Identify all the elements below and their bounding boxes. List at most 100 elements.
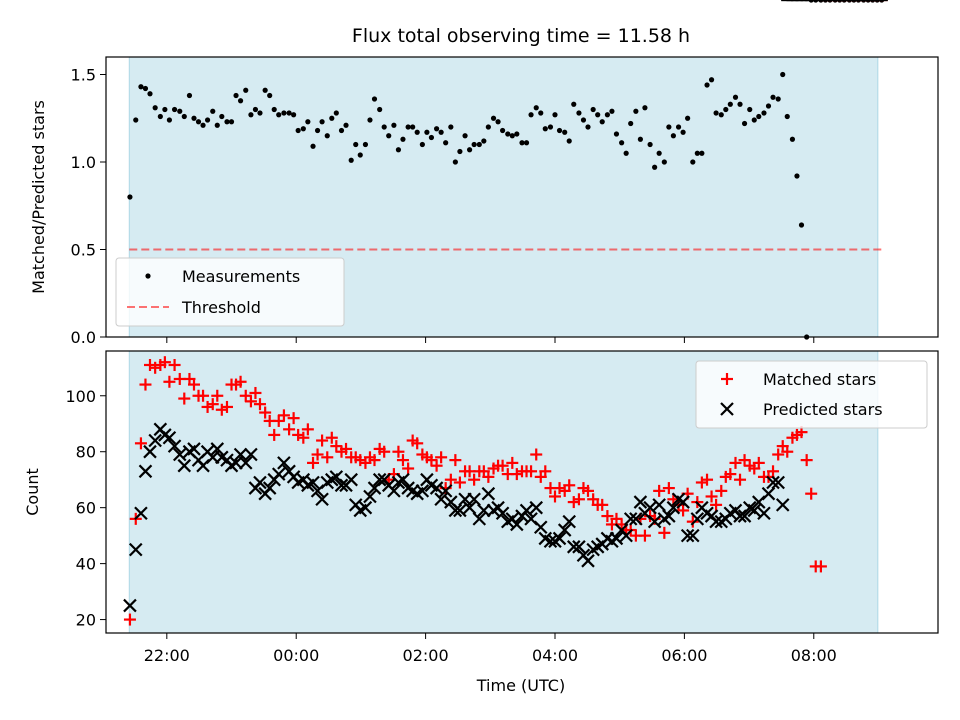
matched-star-point	[677, 504, 690, 517]
matched-star-point	[178, 392, 191, 405]
measurement-point	[324, 133, 330, 139]
matched-star-point	[638, 529, 651, 542]
matched-star-point	[206, 398, 219, 411]
predicted-star-point	[775, 498, 790, 512]
matched-star-point	[567, 496, 580, 509]
matched-star-point	[211, 389, 224, 402]
top-y-axis-label: Matched/Predicted stars	[29, 100, 48, 294]
measurement-point	[784, 113, 790, 120]
predicted-star-point	[709, 514, 723, 529]
measurement-point	[599, 119, 605, 125]
matched-star-point	[325, 431, 338, 444]
matched-star-point	[368, 454, 381, 467]
predicted-star-point	[519, 503, 534, 518]
measurement-point	[585, 124, 591, 130]
predicted-star-point	[572, 540, 586, 554]
measurement-point	[405, 124, 411, 130]
measurement-point	[195, 119, 202, 125]
matched-star-point	[234, 375, 247, 388]
measurement-point	[133, 117, 139, 123]
matched-star-point	[705, 490, 718, 503]
matched-star-point	[411, 437, 424, 450]
measurement-point	[457, 148, 463, 155]
top-legend: Measurements Threshold	[115, 257, 345, 327]
predicted-star-point	[619, 528, 633, 543]
measurement-point	[538, 110, 544, 116]
predicted-star-point	[690, 512, 705, 526]
predicted-star-point	[647, 514, 662, 529]
measurement-point	[542, 126, 548, 132]
predicted-star-point	[358, 500, 373, 515]
matched-star-point	[553, 482, 566, 495]
measurement-point	[177, 108, 183, 114]
predicted-star-point	[315, 492, 329, 507]
measurement-point	[741, 120, 748, 127]
predicted-star-point	[472, 512, 487, 526]
measurement-point	[798, 222, 805, 228]
matched-star-point	[249, 386, 262, 399]
matched-star-point	[715, 484, 728, 497]
matched-star-point	[658, 526, 671, 539]
measurement-point	[499, 127, 506, 134]
measurement-point	[443, 140, 449, 146]
measurement-point	[204, 117, 211, 123]
top-x-ticks	[166, 337, 815, 343]
matched-star-point	[123, 613, 136, 626]
matched-star-point	[729, 456, 742, 469]
measurement-point	[391, 122, 397, 128]
measurement-point	[481, 138, 487, 144]
measurement-point	[257, 110, 263, 116]
predicted-star-point	[633, 495, 648, 509]
matched-star-point	[139, 378, 152, 391]
measurement-point	[571, 101, 577, 107]
measurement-point	[619, 140, 625, 146]
predicted-star-point	[344, 472, 358, 487]
measurement-point	[519, 140, 525, 146]
measurement-point	[191, 115, 197, 121]
x-axis-label: Time (UTC)	[476, 676, 565, 695]
matched-star-point	[752, 456, 765, 469]
top-y-tick-label: 1.0	[71, 153, 96, 172]
measurement-point	[214, 122, 220, 128]
predicted-star-point	[771, 475, 785, 490]
predicted-star-point	[495, 506, 510, 521]
matched-star-point	[187, 378, 200, 391]
matched-star-point	[158, 356, 171, 369]
measurement-point	[505, 131, 511, 137]
measurement-point	[628, 120, 634, 127]
matched-star-point	[724, 468, 737, 481]
measurement-point	[395, 147, 402, 153]
measurement-point	[747, 106, 753, 113]
predicted-star-point	[662, 509, 676, 523]
matched-star-point	[297, 431, 310, 444]
legend-measurements-label: Measurements	[182, 267, 300, 286]
measurement-point	[248, 112, 254, 118]
measurement-point	[228, 119, 235, 125]
predicted-star-point	[415, 484, 430, 498]
matched-star-point	[354, 454, 367, 467]
measurement-point	[419, 141, 425, 148]
predicted-star-point	[581, 554, 595, 568]
x-tick-label: 02:00	[403, 646, 449, 665]
measurement-point	[237, 98, 244, 104]
matched-star-point	[444, 473, 457, 486]
matched-star-point	[259, 406, 272, 419]
bottom-y-tick-label: 80	[76, 443, 96, 462]
matched-star-point	[307, 456, 320, 469]
bottom-y-ticks: 20 40 60 80 100	[65, 387, 106, 630]
measurement-point	[424, 129, 430, 135]
measurement-point	[562, 129, 568, 135]
measurement-point	[533, 105, 539, 111]
predicted-star-point	[138, 464, 153, 479]
matched-star-point	[215, 403, 228, 416]
bottom-y-tick-label: 60	[76, 499, 96, 518]
matched-star-point	[149, 361, 162, 374]
measurement-point	[300, 126, 306, 132]
measurement-point	[514, 131, 520, 137]
measurement-point	[723, 106, 729, 113]
measurement-point	[471, 141, 477, 148]
measurement-point	[152, 105, 158, 111]
measurement-point	[556, 127, 563, 134]
measurement-point	[732, 94, 739, 100]
